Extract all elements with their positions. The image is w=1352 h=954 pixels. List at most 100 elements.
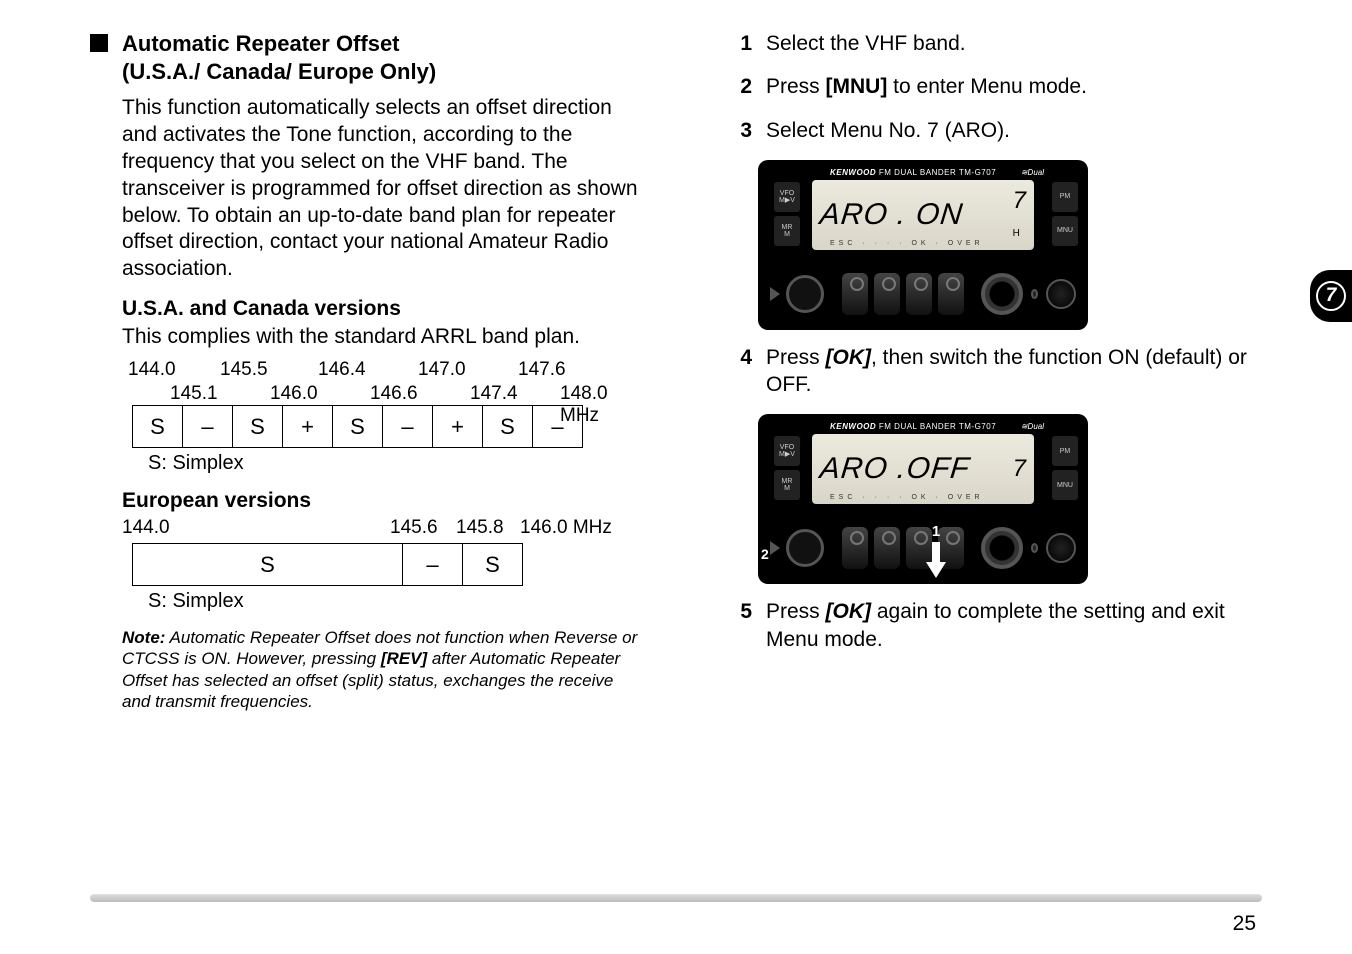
step-text: Press [MNU] to enter Menu mode. [766,73,1087,100]
freq-label: 144.0 [122,517,170,539]
section-title: Automatic Repeater Offset (U.S.A./ Canad… [122,30,436,85]
lcd-scale: ESC · · · · OK · OVER [830,240,984,247]
lcd-text: ARO .OFF [818,452,971,486]
softkey [842,527,868,569]
eu-band-table: S–S [132,543,523,586]
mnu-button: MNU [1052,216,1078,246]
band-cell: S [133,544,403,586]
step-text: Select Menu No. 7 (ARO). [766,117,1010,144]
band-cell: – [383,406,433,448]
page-number: 25 [1233,912,1256,936]
softkey [874,527,900,569]
section-heading: Automatic Repeater Offset (U.S.A./ Canad… [90,30,646,85]
step-text: Select the VHF band. [766,30,966,57]
control-row [770,268,1076,320]
square-bullet-icon [90,34,108,52]
lcd-menu-number: 7 [1013,455,1026,483]
softkey [874,273,900,315]
step-number: 1 [734,30,752,57]
eu-legend: S: Simplex [148,590,646,613]
heading-line-2: (U.S.A./ Canada/ Europe Only) [122,59,436,84]
step-number: 5 [734,598,752,625]
step-item: 4 Press [OK], then switch the function O… [734,344,1262,399]
right-column: 1 Select the VHF band. 2 Press [MNU] to … [706,30,1262,712]
mnu-button: MNU [1052,470,1078,500]
band-cell: + [283,406,333,448]
step-text: Press [OK], then switch the function ON … [766,344,1262,399]
us-heading: U.S.A. and Canada versions [122,297,646,321]
freq-label: 145.1 [170,383,218,405]
note-paragraph: Note: Automatic Repeater Offset does not… [122,627,646,712]
note-label: Note: [122,628,165,647]
softkey [906,527,932,569]
power-button [1046,533,1076,563]
eu-heading: European versions [122,489,646,513]
freq-label: 144.0 [128,359,176,381]
callout-2: 2 [761,546,769,562]
band-cell: – [403,544,463,586]
steps-list-cont2: 5 Press [OK] again to complete the setti… [734,598,1262,653]
pm-button: PM [1052,436,1078,466]
band-cell: + [433,406,483,448]
power-button [1046,279,1076,309]
freq-label: 148.0 MHz [560,383,646,427]
lcd-display: ARO .OFF 7 ESC · · · · OK · OVER [812,434,1034,504]
chapter-number: 7 [1316,281,1346,311]
softkey [938,273,964,315]
steps-list-cont: 4 Press [OK], then switch the function O… [734,344,1262,399]
step-item: 3 Select Menu No. 7 (ARO). [734,117,1262,144]
lcd-display: ARO . ON 7H ESC · · · · OK · OVER [812,180,1034,250]
footer-rule [90,894,1262,902]
step-number: 2 [734,73,752,100]
band-cell: – [183,406,233,448]
steps-list: 1 Select the VHF band. 2 Press [MNU] to … [734,30,1262,144]
triangle-icon [770,287,780,301]
freq-label: 147.6 [518,359,566,381]
step-item: 1 Select the VHF band. [734,30,1262,57]
tuning-knob [786,529,824,567]
radio-illustration-on: KENWOOD FM DUAL BANDER TM-G707 ≋Dual VFO… [758,160,1088,330]
radio-model-label: KENWOOD FM DUAL BANDER TM-G707 [830,422,996,431]
lcd-scale: ESC · · · · OK · OVER [830,494,984,501]
freq-label: 147.4 [470,383,518,405]
triangle-icon [770,541,780,555]
band-cell: S [233,406,283,448]
indicator-dot [1031,543,1038,553]
intro-paragraph: This function automatically selects an o… [122,95,646,283]
us-band-table: S–S+S–+S– [132,405,583,448]
mr-button: MRM [774,470,800,500]
lcd-text: ARO . ON [818,198,965,232]
eu-frequency-labels: 144.0 145.6 145.8 146.0 MHz [122,517,646,543]
freq-label: 147.0 [418,359,466,381]
indicator-dot [1031,289,1038,299]
freq-label: 145.6 [390,517,438,539]
freq-label: 146.6 [370,383,418,405]
band-cell: S [133,406,183,448]
step-item: 2 Press [MNU] to enter Menu mode. [734,73,1262,100]
heading-line-1: Automatic Repeater Offset [122,31,400,56]
dual-badge: ≋Dual [1021,422,1044,431]
softkey [906,273,932,315]
vol-sql-knob [981,273,1023,315]
band-cell: S [483,406,533,448]
two-column-layout: Automatic Repeater Offset (U.S.A./ Canad… [90,30,1262,712]
softkey [842,273,868,315]
mr-button: MRM [774,216,800,246]
step-item: 5 Press [OK] again to complete the setti… [734,598,1262,653]
freq-label: 146.0 MHz [520,517,612,539]
radio-model-label: KENWOOD FM DUAL BANDER TM-G707 [830,168,996,177]
dual-badge: ≋Dual [1021,168,1044,177]
vfo-button: VFOM▶V [774,182,800,212]
chapter-tab: 7 [1310,270,1352,322]
radio-illustration-off: KENWOOD FM DUAL BANDER TM-G707 ≋Dual VFO… [758,414,1088,584]
step-number: 3 [734,117,752,144]
freq-label: 145.5 [220,359,268,381]
us-note: This complies with the standard ARRL ban… [122,325,646,349]
vfo-button: VFOM▶V [774,436,800,466]
freq-label: 146.0 [270,383,318,405]
control-row [770,522,1076,574]
freq-label: 145.8 [456,517,504,539]
freq-label: 146.4 [318,359,366,381]
vol-sql-knob [981,527,1023,569]
step-number: 4 [734,344,752,371]
